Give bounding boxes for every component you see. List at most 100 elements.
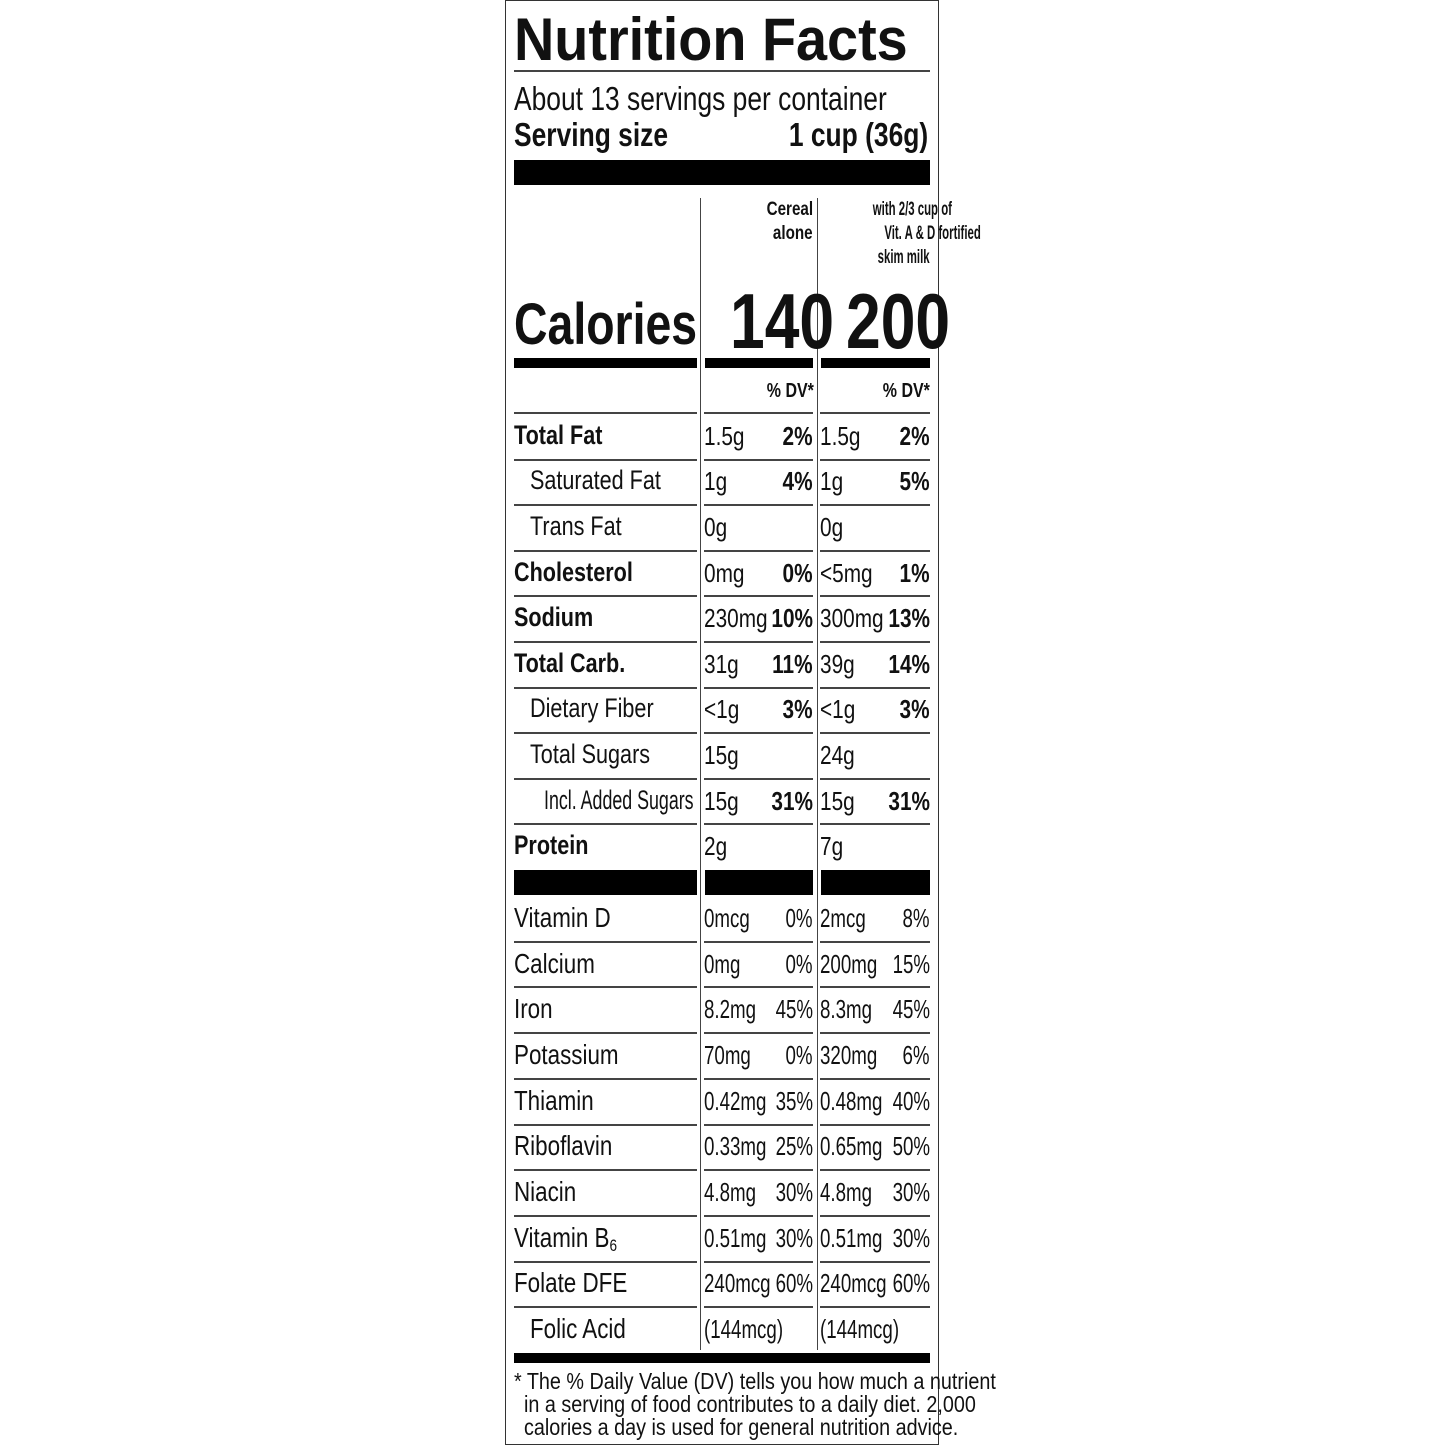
dv-cereal-alone: 0% <box>785 1039 813 1070</box>
dv-cereal-alone: 30% <box>775 1222 813 1253</box>
row-divider <box>704 1306 813 1309</box>
vitamin-name: Riboflavin <box>514 1130 613 1162</box>
thick-divider-footnote <box>514 1353 930 1363</box>
row-divider <box>704 986 813 989</box>
calories-with-milk: 200 <box>846 277 951 365</box>
dv-with-milk: 2% <box>899 420 930 451</box>
amount-cereal-alone: 31g <box>704 648 739 679</box>
dv-with-milk: 14% <box>888 648 930 679</box>
row-divider <box>820 1306 930 1309</box>
dv-with-milk: 1% <box>899 557 930 588</box>
calories-bar-label <box>514 358 697 368</box>
dv-cereal-alone: 11% <box>772 648 813 679</box>
row-divider <box>514 823 697 826</box>
nutrient-name: Cholesterol <box>514 556 633 587</box>
row-divider <box>514 732 697 735</box>
amount-with-milk: 300mg <box>820 603 884 634</box>
dv-with-milk <box>820 742 930 768</box>
calories-label: Calories <box>514 292 698 357</box>
vitamin-name: Calcium <box>514 947 595 979</box>
thick-divider-vitamins-label <box>514 870 697 895</box>
dv-cereal-alone: 0% <box>785 948 813 979</box>
calories-bar-col2 <box>821 358 930 368</box>
nutrient-name: Incl. Added Sugars <box>544 784 694 815</box>
amount-cereal-alone: 15g <box>704 785 739 816</box>
row-divider <box>704 732 813 735</box>
amount-cereal-alone: 0mg <box>704 557 745 588</box>
dv-cereal-alone <box>704 1316 813 1342</box>
vitamin-name: Niacin <box>514 1176 577 1208</box>
row-divider <box>514 986 697 989</box>
dv-with-milk: 5% <box>899 466 930 497</box>
amount-cereal-alone: 0.33mg <box>704 1131 767 1162</box>
row-divider <box>820 595 930 598</box>
row-divider <box>820 504 930 507</box>
nutrient-name: Total Sugars <box>530 739 651 769</box>
dv-with-milk: 40% <box>892 1085 930 1116</box>
dv-cereal-alone: 45% <box>775 994 813 1025</box>
dv-cereal-alone: 2% <box>782 420 813 451</box>
dv-with-milk: 30% <box>892 1177 930 1208</box>
row-divider <box>820 686 930 689</box>
vitamin-name: Folic Acid <box>530 1313 626 1345</box>
dv-cereal-alone: 60% <box>775 1268 813 1299</box>
vitamin-name: Potassium <box>514 1038 619 1070</box>
dv-cereal-alone: 35% <box>775 1085 813 1116</box>
thick-divider-vitamins-col2 <box>821 870 930 895</box>
vitamin-name: Folate DFE <box>514 1267 628 1299</box>
dv-cereal-alone: 0% <box>785 902 813 933</box>
amount-cereal-alone: 0mg <box>704 948 741 979</box>
amount-cereal-alone: 0.51mg <box>704 1222 767 1253</box>
row-divider <box>514 641 697 643</box>
calories-cereal-alone: 140 <box>730 277 835 365</box>
servings-per-container: About 13 servings per container <box>514 80 887 117</box>
amount-with-milk: 24g <box>820 740 855 770</box>
amount-cereal-alone: 230mg <box>704 603 768 634</box>
vitamin-name: Thiamin <box>514 1084 594 1116</box>
dv-cereal-alone <box>704 742 813 768</box>
row-divider <box>704 549 813 552</box>
row-divider <box>704 1032 813 1035</box>
amount-with-milk: 200mg <box>820 948 878 979</box>
nutrient-name: Trans Fat <box>530 511 622 541</box>
nutrient-name: Dietary Fiber <box>530 693 654 724</box>
column-divider-1 <box>700 198 701 1350</box>
vitamin-name: Vitamin D <box>514 901 611 933</box>
amount-cereal-alone: 1g <box>704 466 728 497</box>
vitamin-name: Iron <box>514 993 553 1025</box>
row-divider <box>820 940 930 943</box>
row-divider <box>514 1169 697 1172</box>
dv-cereal-alone <box>704 514 813 540</box>
row-divider <box>704 1214 813 1217</box>
amount-cereal-alone: 2g <box>704 831 728 862</box>
amount-cereal-alone: 15g <box>704 740 739 770</box>
row-divider <box>514 412 697 414</box>
dv-with-milk: 3% <box>899 694 930 725</box>
footnote: * The % Daily Value (DV) tells you how m… <box>514 1368 996 1440</box>
dv-with-milk: 30% <box>892 1222 930 1253</box>
amount-cereal-alone: 0mcg <box>704 902 750 933</box>
row-divider <box>514 686 697 689</box>
amount-with-milk: 0.48mg <box>820 1085 883 1116</box>
amount-with-milk: 1.5g <box>820 420 861 451</box>
row-divider <box>820 549 930 552</box>
dv-header-col2: % DV* <box>882 380 930 402</box>
subscript: 6 <box>609 1235 618 1255</box>
nutrient-name: Total Carb. <box>514 647 626 678</box>
row-divider <box>514 1214 697 1217</box>
amount-with-milk: 4.8mg <box>820 1177 873 1208</box>
amount-cereal-alone: (144mcg) <box>704 1314 784 1345</box>
amount-with-milk: 39g <box>820 648 855 679</box>
dv-with-milk: 8% <box>902 902 930 933</box>
dv-cereal-alone: 10% <box>771 603 813 634</box>
row-divider <box>704 504 813 507</box>
row-divider <box>514 595 697 598</box>
row-divider <box>820 1169 930 1172</box>
row-divider <box>820 986 930 989</box>
row-divider <box>514 504 697 507</box>
row-divider <box>820 1032 930 1035</box>
dv-with-milk: 6% <box>902 1039 930 1070</box>
row-divider <box>514 549 697 552</box>
dv-cereal-alone <box>704 833 813 859</box>
dv-cereal-alone: 4% <box>782 466 813 497</box>
